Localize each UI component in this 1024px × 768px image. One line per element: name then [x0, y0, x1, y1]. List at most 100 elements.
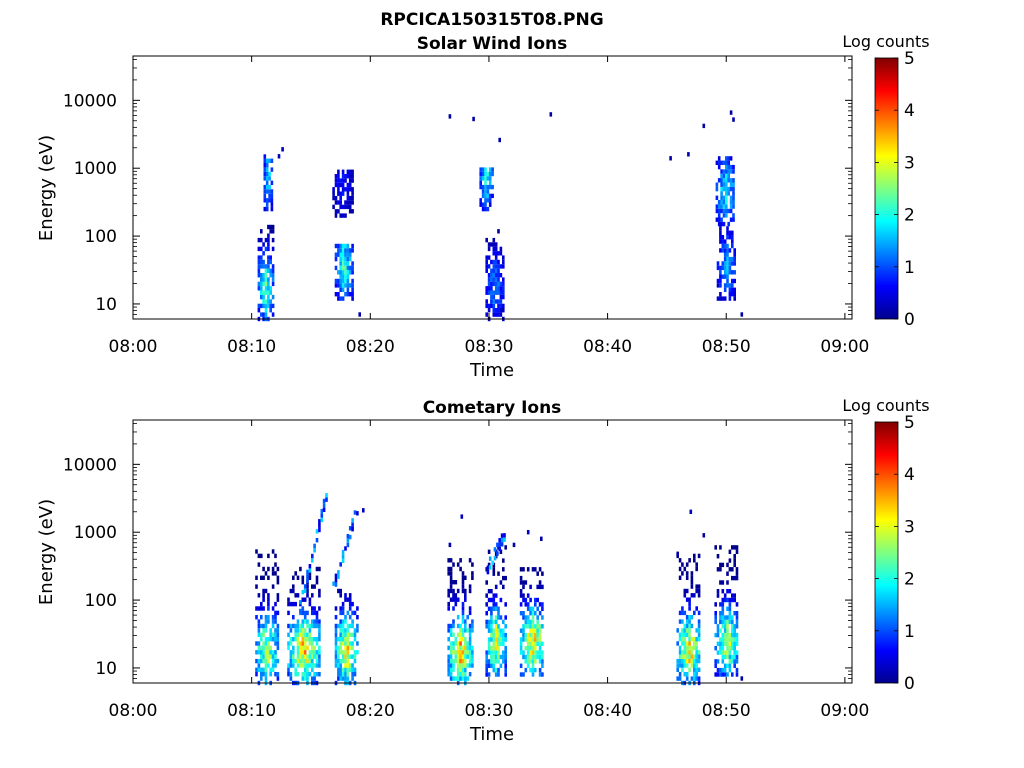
heatmap-cell: [715, 195, 719, 200]
heatmap-cell: [487, 308, 491, 313]
heatmap-cell: [271, 294, 275, 300]
heatmap-cell: [725, 156, 728, 161]
heatmap-cell: [337, 658, 340, 664]
heatmap-cell: [337, 278, 340, 284]
heatmap-cell: [351, 518, 354, 523]
heatmap-cell: [731, 235, 734, 240]
heatmap-cell: [491, 167, 494, 172]
heatmap-cell: [315, 610, 319, 616]
heatmap-cell: [299, 658, 302, 664]
heatmap-cell: [268, 184, 271, 190]
heatmap-cell: [717, 213, 721, 218]
heatmap-cell: [690, 676, 694, 681]
heatmap-cell: [332, 204, 335, 210]
heatmap-cell: [344, 248, 347, 253]
heatmap-cell: [536, 628, 539, 633]
heatmap-cell: [733, 593, 736, 598]
heatmap-cell: [306, 672, 309, 677]
heatmap-cell: [260, 229, 263, 234]
heatmap-cell: [479, 198, 482, 203]
heatmap-cell: [534, 650, 537, 655]
heatmap-cell: [449, 676, 453, 681]
heatmap-cell: [728, 615, 732, 620]
heatmap-cell: [531, 632, 535, 638]
heatmap-cell: [353, 672, 357, 677]
heatmap-cell: [348, 623, 352, 629]
heatmap-cell: [274, 628, 277, 633]
heatmap-cell: [526, 619, 530, 625]
heatmap-cell: [356, 650, 359, 655]
heatmap-cell: [512, 542, 516, 548]
heatmap-cell: [311, 650, 314, 655]
heatmap-cell: [499, 251, 503, 256]
heatmap-cell: [468, 663, 472, 668]
heatmap-cell: [344, 292, 347, 297]
heatmap-cell: [499, 286, 503, 291]
heatmap-cell: [733, 641, 736, 646]
heatmap-cell: [733, 650, 736, 655]
heatmap-cell: [287, 610, 290, 616]
heatmap-cell: [541, 584, 544, 590]
heatmap-cell: [723, 619, 727, 625]
heatmap-cell: [497, 615, 500, 620]
heatmap-cell: [727, 160, 730, 165]
y-tick-label: 1000: [74, 523, 117, 543]
heatmap-cell: [499, 294, 503, 300]
heatmap-cell: [320, 513, 324, 518]
heatmap-cell: [292, 663, 295, 668]
heatmap-cell: [487, 290, 491, 295]
heatmap-cell: [693, 637, 696, 642]
heatmap-cell: [529, 632, 532, 638]
heatmap-cell: [685, 588, 689, 594]
heatmap-cell: [461, 628, 465, 633]
heatmap-cell: [334, 174, 338, 179]
heatmap-cell: [267, 224, 270, 230]
heatmap-cell: [356, 606, 359, 611]
heatmap-cell: [264, 273, 268, 278]
heatmap-cell: [344, 632, 347, 637]
heatmap-cell: [296, 619, 300, 624]
heatmap-cell: [688, 632, 691, 637]
heatmap-cell: [487, 303, 491, 309]
heatmap-cell: [484, 171, 487, 177]
heatmap-cell: [725, 204, 728, 209]
heatmap-cell: [267, 641, 270, 646]
heatmap-cell: [497, 667, 500, 673]
heatmap-cell: [497, 650, 500, 655]
heatmap-cell: [683, 593, 687, 598]
x-tick-label: 08:40: [583, 701, 632, 721]
heatmap-cell: [276, 610, 280, 616]
heatmap-cell: [723, 243, 727, 249]
heatmap-cell: [479, 180, 482, 185]
heatmap-cell: [260, 623, 263, 629]
heatmap-cell: [341, 182, 345, 188]
heatmap-cell: [268, 189, 271, 194]
heatmap-cell: [481, 171, 485, 177]
heatmap-cell: [719, 270, 722, 275]
heatmap-cell: [260, 277, 263, 282]
heatmap-cell: [271, 619, 275, 624]
heatmap-cell: [726, 641, 729, 646]
heatmap-cell: [485, 650, 488, 655]
heatmap-cell: [492, 667, 496, 673]
heatmap-cell: [267, 290, 270, 295]
heatmap-cell: [504, 650, 507, 655]
heatmap-cell: [740, 676, 744, 681]
heatmap-cell: [257, 593, 261, 598]
heatmap-cell: [690, 571, 694, 576]
heatmap-cell: [722, 200, 726, 205]
heatmap-cell: [461, 588, 465, 594]
heatmap-cell: [721, 624, 725, 629]
heatmap-cell: [303, 663, 307, 668]
heatmap-cell: [313, 676, 316, 681]
heatmap-cell: [722, 178, 726, 183]
heatmap-cell: [725, 213, 728, 218]
x-tick-label: 08:10: [227, 701, 276, 721]
heatmap-cell: [726, 597, 729, 603]
heatmap-cell: [497, 571, 500, 576]
heatmap-cell: [494, 593, 498, 598]
heatmap-cell: [294, 571, 297, 576]
heatmap-cell: [723, 265, 727, 271]
heatmap-cell: [318, 623, 321, 629]
heatmap-cell: [735, 659, 739, 664]
